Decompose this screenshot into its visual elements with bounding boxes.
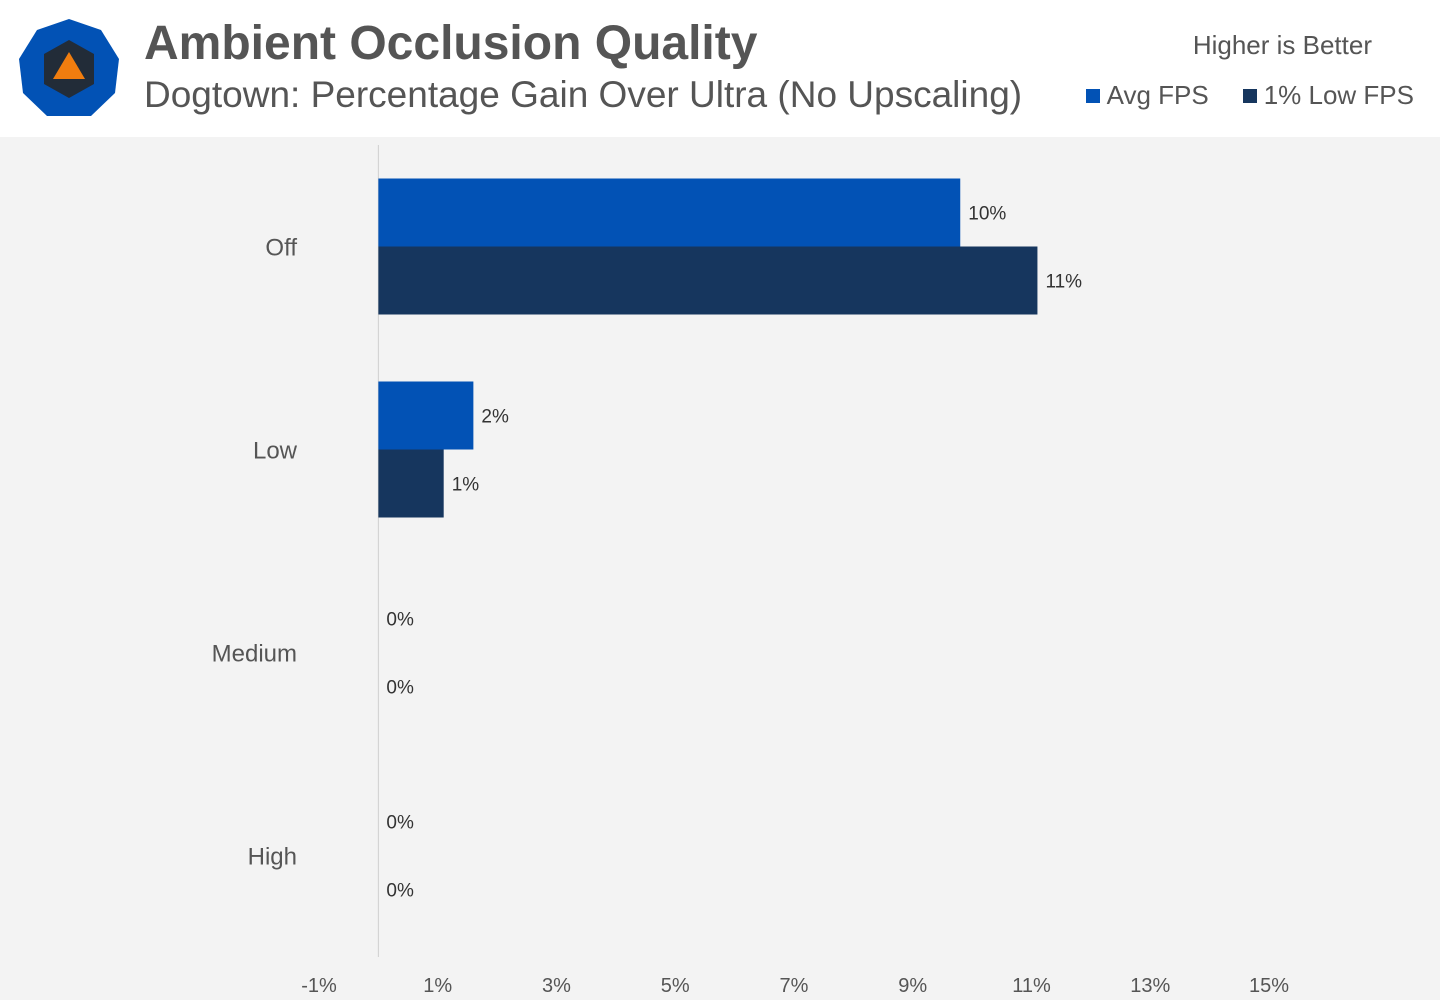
chart-title: Ambient Occlusion Quality	[144, 17, 758, 70]
value-label-high-1-low-fps: 0%	[386, 881, 414, 902]
x-tick-label: 11%	[1012, 975, 1051, 997]
category-label-high: High	[248, 844, 297, 871]
value-label-off-avg-fps: 10%	[968, 204, 1006, 225]
legend-label-1pct-low-fps: 1% Low FPS	[1263, 80, 1414, 110]
x-tick-label: 3%	[542, 975, 571, 997]
value-label-medium-1-low-fps: 0%	[386, 678, 414, 699]
bar-chart: Off 10% 11% Low 2% 1% Medium 0% 0% High 0% 0% -1% 1% 3…	[212, 145, 1289, 997]
value-label-low-1-low-fps: 1%	[452, 475, 480, 496]
higher-is-better-note: Higher is Better	[1192, 30, 1372, 60]
legend-swatch-1pct-low-fps	[1242, 88, 1257, 103]
chart-subtitle: Dogtown: Percentage Gain Over Ultra (No …	[144, 74, 1023, 115]
bar-low-avg-fps	[378, 381, 474, 450]
x-tick-label: 5%	[661, 975, 690, 997]
value-label-medium-avg-fps: 0%	[386, 610, 414, 631]
bar-off-avg-fps	[378, 178, 961, 247]
legend-swatch-avg-fps	[1085, 88, 1100, 103]
x-tick-label: 9%	[898, 975, 927, 997]
chart-header: Ambient Occlusion Quality Dogtown: Perce…	[0, 0, 1440, 137]
x-tick-label: 15%	[1249, 975, 1289, 997]
x-tick-label: 7%	[780, 975, 809, 997]
legend-item-1pct-low-fps: 1% Low FPS	[1242, 80, 1414, 111]
category-label-low: Low	[253, 438, 298, 465]
bar-low-1-low-fps	[378, 449, 444, 518]
x-tick-label: 13%	[1130, 975, 1170, 997]
value-label-off-1-low-fps: 11%	[1045, 272, 1082, 293]
legend-label-avg-fps: Avg FPS	[1106, 80, 1209, 110]
value-label-low-avg-fps: 2%	[481, 407, 509, 428]
techspot-logo-icon	[19, 19, 119, 116]
category-label-medium: Medium	[212, 641, 297, 668]
legend-item-avg-fps: Avg FPS	[1085, 80, 1209, 111]
x-tick-label: -1%	[301, 975, 337, 997]
category-label-off: Off	[265, 235, 297, 262]
chart-legend: Avg FPS 1% Low FPS	[1085, 80, 1414, 111]
bar-off-1-low-fps	[378, 246, 1038, 315]
x-tick-label: 1%	[423, 975, 452, 997]
value-label-high-avg-fps: 0%	[386, 813, 414, 834]
